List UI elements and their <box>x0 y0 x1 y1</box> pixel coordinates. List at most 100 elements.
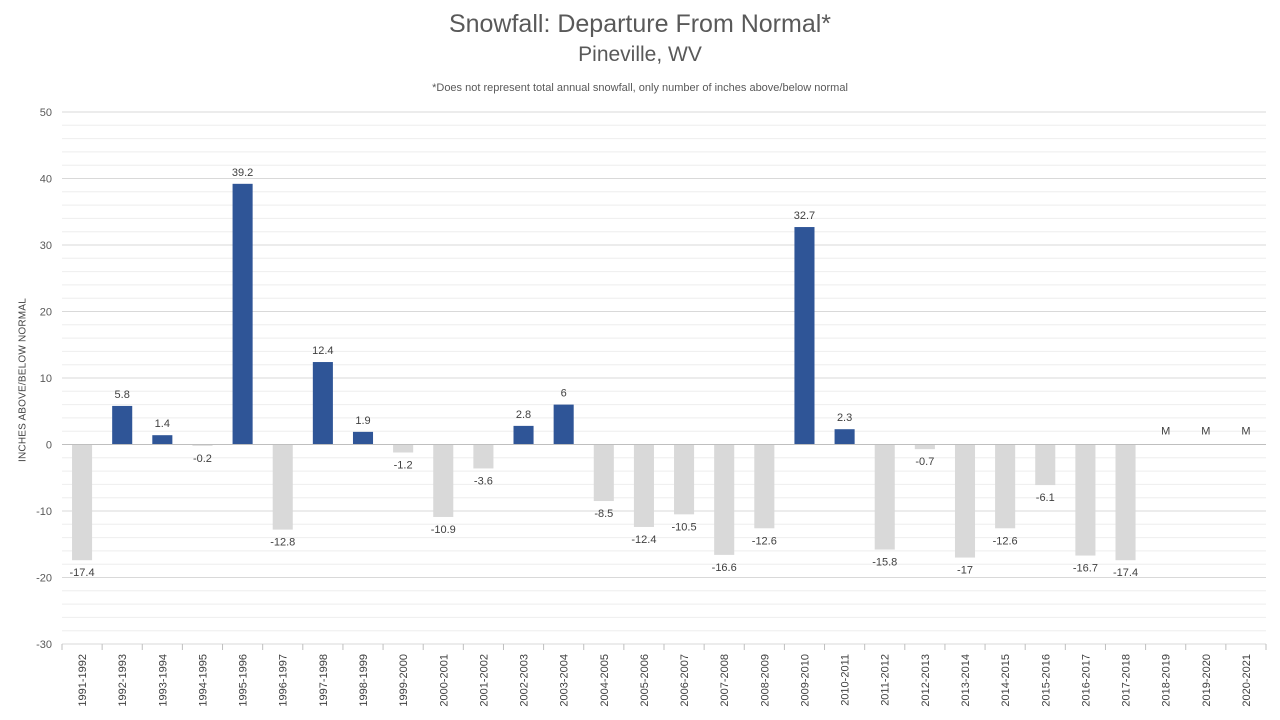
data-label: 39.2 <box>232 167 253 179</box>
bar <box>954 444 976 558</box>
x-tick-label: 2018-2019 <box>1161 654 1173 707</box>
x-tick-label: 1995-1996 <box>238 654 250 707</box>
data-label: -6.1 <box>1036 492 1055 504</box>
x-tick-label: 1994-1995 <box>197 654 209 707</box>
bar <box>112 405 133 445</box>
x-tick-label: 2017-2018 <box>1121 654 1133 707</box>
y-tick-label: 40 <box>40 174 52 186</box>
bar <box>674 444 695 515</box>
y-tick-label: -30 <box>36 639 52 651</box>
data-label: M <box>1201 426 1210 438</box>
chart-title: Snowfall: Departure From Normal* <box>448 10 832 38</box>
x-tick-label: 2010-2011 <box>840 654 852 706</box>
bar <box>794 227 815 445</box>
data-label: M <box>1161 426 1170 438</box>
x-tick-label: 2012-2013 <box>920 654 932 707</box>
bar <box>433 444 454 517</box>
data-label: -16.6 <box>712 562 737 574</box>
bar <box>593 444 614 502</box>
bar <box>874 444 895 550</box>
x-tick-label: 1999-2000 <box>398 654 410 707</box>
x-tick-label: 2009-2010 <box>799 654 811 707</box>
y-tick-label: 10 <box>40 373 52 385</box>
bar <box>473 444 494 469</box>
y-tick-label: -20 <box>36 573 52 585</box>
bar <box>1035 444 1056 486</box>
x-tick-label: 1992-1993 <box>117 654 129 707</box>
data-label: -12.4 <box>631 534 656 546</box>
bar <box>192 444 213 446</box>
x-tick-label: 2008-2009 <box>759 654 771 707</box>
bar <box>754 444 775 529</box>
bar <box>633 444 654 527</box>
data-label: -15.8 <box>872 557 897 569</box>
data-label: -3.6 <box>474 475 493 487</box>
data-label: 6 <box>561 388 567 400</box>
x-tick-label: 1997-1998 <box>318 654 330 707</box>
x-tick-label: 2000-2001 <box>438 654 450 707</box>
data-label: -12.8 <box>270 537 295 549</box>
data-label: -8.5 <box>594 508 613 520</box>
data-label: 5.8 <box>115 389 130 401</box>
x-tick-label: 2004-2005 <box>599 654 611 707</box>
x-tick-label: 2003-2004 <box>559 654 571 707</box>
bar <box>272 444 293 530</box>
data-label: -10.5 <box>672 521 697 533</box>
x-tick-label: 2005-2006 <box>639 654 651 707</box>
y-tick-label: 30 <box>40 240 52 252</box>
bar <box>152 435 173 445</box>
data-label: -1.2 <box>394 459 413 471</box>
data-label: 2.3 <box>837 412 852 424</box>
data-label: M <box>1241 426 1250 438</box>
data-label: -17.4 <box>1113 567 1138 579</box>
data-label: 1.4 <box>155 418 170 430</box>
x-tick-label: 2013-2014 <box>960 654 972 707</box>
x-tick-label: 2014-2015 <box>1000 654 1012 707</box>
data-label: -12.6 <box>993 535 1018 547</box>
bar <box>232 183 253 445</box>
bar <box>1115 444 1136 561</box>
bar <box>72 444 93 561</box>
bar <box>352 431 374 445</box>
x-tick-label: 2002-2003 <box>519 654 531 707</box>
y-tick-label: -10 <box>36 506 52 518</box>
chart-subtitle: Pineville, WV <box>578 43 702 66</box>
x-tick-label: 2015-2016 <box>1040 654 1052 707</box>
data-label: -16.7 <box>1073 563 1098 575</box>
x-tick-label: 2006-2007 <box>679 654 691 707</box>
x-tick-label: 1998-1999 <box>358 654 370 707</box>
data-label: 1.9 <box>355 415 370 427</box>
bar <box>393 444 414 453</box>
data-label: 12.4 <box>312 345 333 357</box>
data-label: -0.7 <box>915 456 934 468</box>
x-tick-label: 2001-2002 <box>478 654 490 707</box>
data-label: -0.2 <box>193 453 212 465</box>
data-label: -17 <box>957 565 973 577</box>
bar <box>1075 444 1096 556</box>
bar <box>914 444 935 450</box>
y-tick-label: 50 <box>40 107 52 119</box>
x-tick-label: 2007-2008 <box>719 654 731 707</box>
x-tick-label: 2011-2012 <box>880 654 892 706</box>
chart-footnote: *Does not represent total annual snowfal… <box>432 82 848 94</box>
x-tick-label: 1991-1992 <box>77 654 89 707</box>
bar <box>553 404 574 445</box>
data-label: -10.9 <box>431 524 456 536</box>
bar <box>312 362 333 445</box>
y-tick-label: 20 <box>40 307 52 319</box>
x-tick-label: 1993-1994 <box>157 654 169 707</box>
bar <box>513 425 534 445</box>
data-label: -12.6 <box>752 535 777 547</box>
data-label: -17.4 <box>70 567 95 579</box>
bar <box>834 429 855 445</box>
x-tick-label: 2016-2017 <box>1080 654 1092 707</box>
data-label: 2.8 <box>516 409 531 421</box>
y-tick-label: 0 <box>46 440 52 452</box>
bar <box>714 444 735 555</box>
bar <box>995 444 1016 529</box>
x-tick-label: 2020-2021 <box>1241 654 1253 707</box>
x-tick-label: 1996-1997 <box>278 654 290 707</box>
data-label: 32.7 <box>794 210 815 222</box>
x-tick-label: 2019-2020 <box>1201 654 1213 707</box>
